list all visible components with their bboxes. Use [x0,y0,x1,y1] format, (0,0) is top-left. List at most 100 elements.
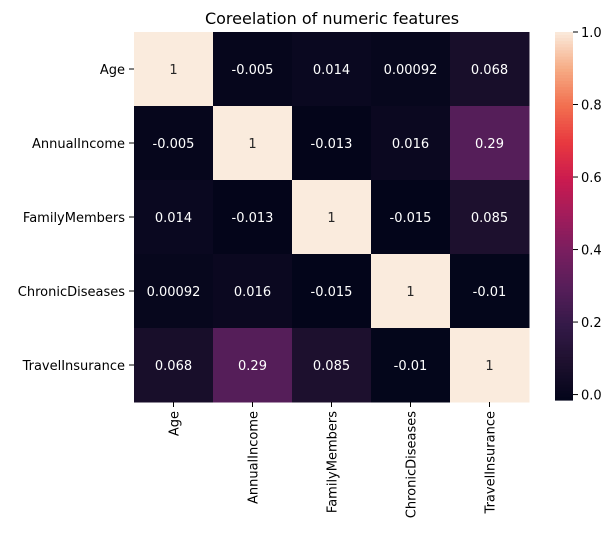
colorbar-segment [555,308,573,312]
colorbar-segment [555,283,573,288]
colorbar-segment [555,59,573,64]
colorbar-segment [555,145,573,150]
colorbar-segment [555,102,573,107]
colorbar-segment [555,108,573,113]
heatmap-cell [371,180,451,255]
colorbar-segment [555,96,573,101]
colorbar-tick-label: 0.0 [581,389,602,404]
heatmap-cell-label: 0.00092 [147,285,201,300]
heatmap-cell-label: -0.01 [473,285,507,300]
heatmap-cell [213,32,293,107]
heatmap-cell [292,32,372,107]
colorbar-segment [555,271,573,275]
heatmap-cell [134,254,214,329]
heatmap-cell-label: 0.29 [238,359,267,374]
heatmap-cell-label: -0.01 [394,359,428,374]
colorbar-segment [555,384,573,389]
heatmap-cell-label: 0.014 [313,63,350,78]
colorbar-segment [555,304,573,309]
colorbar-segment [555,148,573,153]
heatmap-cell-label: -0.005 [153,137,195,152]
colorbar-segment [555,35,573,39]
colorbar-segment [555,252,573,257]
colorbar-segment [555,347,573,352]
colorbar-segment [555,225,573,229]
colorbar-segment [555,363,573,367]
colorbar-segment [555,396,573,401]
heatmap-cells: 1 -0.005 0.014 0.00092 0.068 -0.005 1 -0.013 0.0… [134,32,530,403]
colorbar-segment [555,200,573,205]
colorbar-segment [555,71,573,76]
colorbar-segment [555,32,573,36]
colorbar-segment [555,234,573,239]
y-axis: Age AnnualIncome FamilyMembers ChronicDisea… [18,63,134,374]
colorbar-segment [555,240,573,245]
colorbar-segment [555,219,573,223]
colorbar-segment [555,56,573,61]
colorbar-segment [555,277,573,281]
colorbar-segment [555,68,573,73]
heatmap-cell-label: 0.068 [471,63,508,78]
x-tick-label: FamilyMembers [326,411,341,513]
heatmap-cell [371,106,451,181]
colorbar-segment [555,154,573,159]
heatmap-cell-label: 0.00092 [384,63,438,78]
heatmap-cell-label: -0.005 [232,63,274,78]
y-tick-label: AnnualIncome [32,137,125,152]
heatmap-cell [134,106,214,181]
colorbar-segment [555,78,573,82]
heatmap-cell [213,106,293,181]
heatmap-cell-label: 1 [327,211,335,226]
colorbar-segment [555,265,573,269]
colorbar-segment [555,341,573,346]
colorbar-segment [555,354,573,358]
colorbar-segment [555,378,573,383]
colorbar-segment [555,111,573,116]
colorbar-segment [555,317,573,321]
heatmap-cell-label: 1 [406,285,414,300]
colorbar-segment [555,117,573,122]
colorbar-segment [555,360,573,364]
heatmap-cell-label: 1 [485,359,493,374]
heatmap-cell [371,32,451,107]
colorbar-segment [555,323,573,327]
colorbar-segment [555,326,573,331]
colorbar-segment [555,142,573,147]
colorbar-segment [555,41,573,45]
colorbar-segment [555,194,573,199]
heatmap-cell [213,254,293,329]
heatmap-cell-label: -0.015 [390,211,432,226]
colorbar-segment [555,212,573,217]
heatmap-cell-label: 0.016 [234,285,271,300]
colorbar-segment [555,170,573,174]
colorbar-segment [555,139,573,143]
heatmap-cell [450,32,530,107]
colorbar-segment [555,74,573,79]
colorbar-segment [555,338,573,343]
colorbar-segment [555,173,573,177]
heatmap-cell [450,106,530,181]
heatmap-cell [134,328,214,403]
colorbar-segment [555,47,573,51]
colorbar-segment [555,311,573,315]
colorbar-segment [555,314,573,318]
x-tick-label: Age [168,411,183,436]
colorbar-segment [555,381,573,386]
colorbar-segment [555,274,573,278]
colorbar-segment [555,216,573,220]
heatmap-cell-label: 0.014 [155,211,192,226]
colorbar-segment [555,38,573,42]
colorbar-segment [555,191,573,196]
colorbar-segment [555,65,573,70]
colorbar-segment [555,329,573,334]
heatmap-cell [371,328,451,403]
colorbar-segment [555,320,573,324]
colorbar-segment [555,87,573,91]
colorbar-segment [555,151,573,156]
colorbar: 0.0 0.2 0.4 0.6 0.8 1.0 [555,26,602,404]
colorbar-segment [555,246,573,251]
colorbar-segment [555,222,573,226]
colorbar-segment [555,228,573,232]
